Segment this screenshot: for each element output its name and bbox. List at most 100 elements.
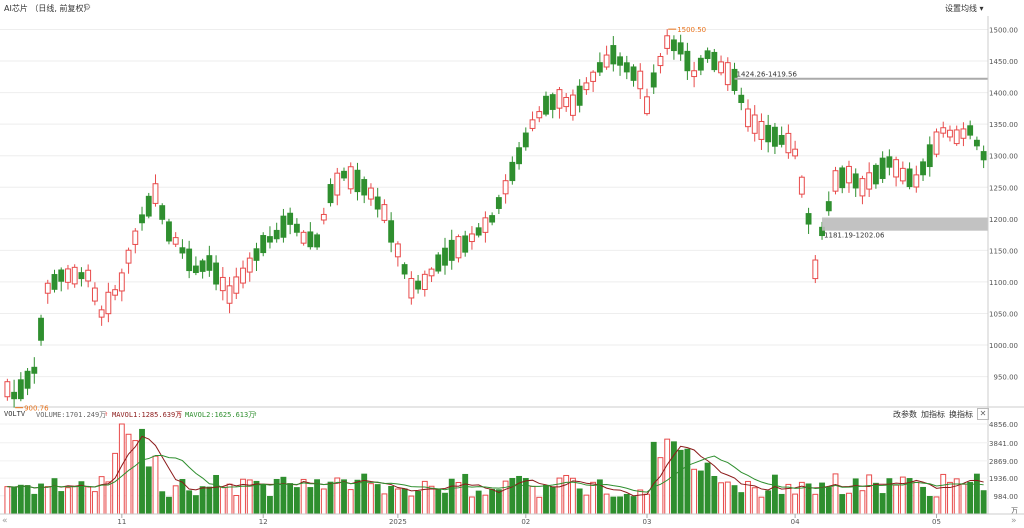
volume-tick-label: 3841.00 xyxy=(989,440,1018,448)
candle-body xyxy=(341,170,347,179)
add-indicator-button[interactable]: 加指标 xyxy=(921,410,945,419)
volume-bar xyxy=(280,476,287,515)
candle-body xyxy=(960,128,967,139)
gap-zone xyxy=(822,217,988,231)
volume-bar xyxy=(314,479,321,515)
candle-body xyxy=(859,178,866,197)
volume-bar xyxy=(199,486,206,515)
volume-bar xyxy=(260,484,267,515)
annotations: 900.76 1500.50 1424.26-1419.56 1181.19-1202… xyxy=(15,26,988,413)
volume-bar xyxy=(448,478,455,515)
volume-bar xyxy=(603,493,610,515)
candle-body xyxy=(300,231,307,244)
candle-body xyxy=(697,57,704,71)
volume-bar xyxy=(859,490,866,515)
volume-bar xyxy=(192,495,199,515)
volume-bar xyxy=(401,488,408,515)
candle-body xyxy=(435,254,442,272)
volume-bars xyxy=(4,423,987,515)
candle-body xyxy=(334,172,341,196)
volume-bar xyxy=(960,483,967,515)
candle-body xyxy=(738,94,745,103)
candle-body xyxy=(664,35,671,49)
settings-gear-icon[interactable]: ⚙ xyxy=(83,3,92,13)
candle-body xyxy=(287,212,294,225)
volume-bar xyxy=(172,485,179,515)
chart-header: AI芯片 （日线, 前复权） ⚙ 设置均线 ▾ xyxy=(0,0,1024,16)
volume-bar xyxy=(300,478,307,515)
volume-bar xyxy=(630,496,637,515)
scroll-right-icon[interactable]: » xyxy=(1011,516,1017,526)
candle-body xyxy=(455,236,462,259)
volume-bar xyxy=(125,433,132,515)
volume-bar xyxy=(293,487,300,515)
volume-bar xyxy=(751,487,758,515)
volume-bar xyxy=(691,468,698,515)
candle-body xyxy=(805,213,812,225)
volume-bar xyxy=(664,438,671,515)
scroll-left-icon[interactable]: « xyxy=(2,516,8,526)
candle-body xyxy=(354,169,361,193)
candle-body xyxy=(226,285,233,304)
volume-bar xyxy=(91,491,98,515)
price-tick-label: 1200.00 xyxy=(989,216,1018,224)
candle-body xyxy=(549,94,556,110)
date-tick-label: 12 xyxy=(259,518,268,526)
price-tick-label: 1000.00 xyxy=(989,342,1018,350)
candle-body xyxy=(718,61,724,74)
candle-body xyxy=(320,213,327,221)
volume-bar xyxy=(933,496,940,515)
volume-bar xyxy=(287,483,294,515)
ma-setting-dropdown[interactable]: 设置均线 ▾ xyxy=(945,4,984,13)
candle-body xyxy=(206,255,213,271)
candle-body xyxy=(24,370,31,389)
candle-body xyxy=(933,131,940,155)
volume-bar xyxy=(704,462,711,515)
volume-bar xyxy=(253,480,260,515)
candle-body xyxy=(953,129,960,145)
edit-params-button[interactable]: 改参数 xyxy=(893,410,917,419)
volume-bar xyxy=(563,474,570,515)
candle-body xyxy=(832,170,839,192)
volume-axis: 4856.00 3841.00 2869.00 1936.00 984.00 万 xyxy=(989,421,1018,515)
volume-bar xyxy=(926,496,933,515)
volume-bar xyxy=(792,493,799,515)
date-tick-label: 04 xyxy=(791,518,800,526)
volume-bar xyxy=(31,493,38,515)
candle-body xyxy=(798,176,805,195)
extreme-price-label: 1500.50 xyxy=(677,26,706,34)
candle-body xyxy=(940,127,947,134)
candle-body xyxy=(112,289,119,296)
volume-bar xyxy=(51,478,58,515)
volume-bar xyxy=(967,481,974,515)
vol-arrow-1: ↑ xyxy=(104,410,109,418)
candle-body xyxy=(192,265,199,274)
switch-indicator-button[interactable]: 换指标 xyxy=(949,410,973,419)
candle-body xyxy=(219,276,226,292)
volume-bar xyxy=(738,492,745,515)
candle-body xyxy=(361,179,368,196)
volume-tick-label: 2869.00 xyxy=(989,458,1018,466)
volume-bar xyxy=(469,496,475,515)
volume-bar xyxy=(879,493,886,515)
candle-body xyxy=(374,196,381,210)
volume-bar xyxy=(765,490,772,515)
volume-bar xyxy=(724,481,731,515)
price-tick-label: 1150.00 xyxy=(989,247,1018,255)
candle-body xyxy=(906,168,913,188)
candle-body xyxy=(570,94,576,116)
volume-bar xyxy=(11,486,18,515)
candle-body xyxy=(765,124,772,143)
candle-body xyxy=(967,125,974,136)
candle-body xyxy=(314,234,321,248)
volume-bar xyxy=(825,487,832,515)
volume-bar xyxy=(502,480,509,515)
volume-bar xyxy=(166,496,172,515)
close-icon[interactable]: ✕ xyxy=(977,408,989,420)
candle-body xyxy=(879,157,886,179)
vol-indicator-name: VOLTV xyxy=(4,410,26,418)
vol-arrow-3: ↑ xyxy=(253,410,258,418)
volume-bar xyxy=(846,492,852,515)
volume-bar xyxy=(576,488,583,515)
